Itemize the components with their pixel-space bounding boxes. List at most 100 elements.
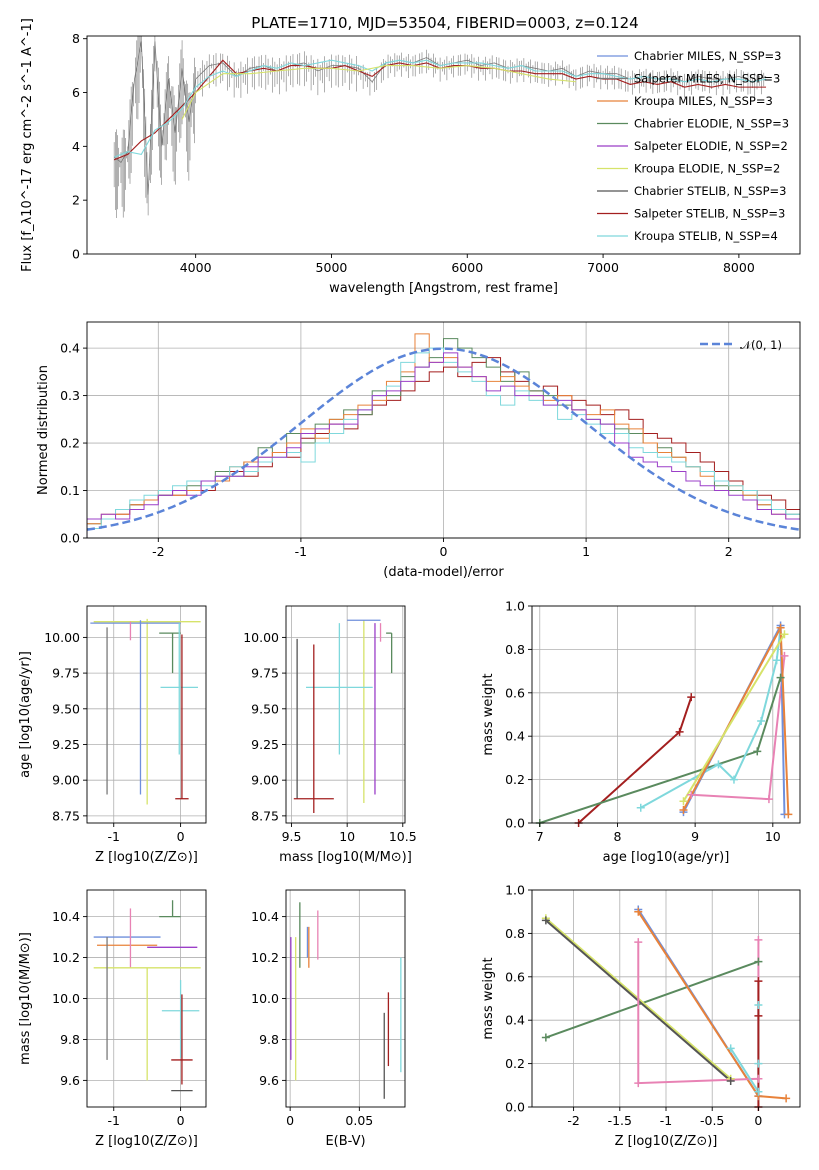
x-tick-label: 5000 xyxy=(316,260,348,275)
y-tick-label: 2 xyxy=(72,193,80,208)
x-tick-label: 10.5 xyxy=(389,829,417,844)
y-tick-label: 0.2 xyxy=(505,772,525,787)
y-tick-label: 10.00 xyxy=(44,630,80,645)
plus-marker xyxy=(753,747,762,756)
y-tick-label: 0.8 xyxy=(505,926,525,941)
y-tick-label: 0.3 xyxy=(60,388,80,403)
x-tick-label: -2 xyxy=(152,544,164,559)
panel-mass-vs-Z: -1 0 9.6 9.8 10.0 10.2 10.4 Z [log10(Z/Z⊙)] mass… xyxy=(18,889,207,1149)
plus-marker xyxy=(764,795,773,804)
y-axis-title: Flux [f_λ10^-17 erg cm^-2 s^-1 A^-1] xyxy=(20,18,35,272)
errorbar xyxy=(93,967,201,1081)
plus-marker xyxy=(780,630,789,639)
x-tick-label: 10 xyxy=(339,829,355,844)
y-tick-label: 4 xyxy=(72,139,80,154)
plot-area-residuals xyxy=(87,333,800,538)
legend-label: Kroupa STELIB, N_SSP=4 xyxy=(634,229,778,243)
x-tick-label: 0 xyxy=(177,1113,185,1128)
x-tick-label: 6000 xyxy=(451,260,483,275)
x-tick-label: 8000 xyxy=(723,260,755,275)
legend-label: Salpeter ELODIE, N_SSP=2 xyxy=(634,139,788,153)
plus-marker xyxy=(754,1087,763,1096)
axes-frame xyxy=(531,605,801,824)
y-tick-label: 0.6 xyxy=(505,685,525,700)
axes-frame xyxy=(285,605,406,824)
x-axis-title: E(B-V) xyxy=(325,1134,365,1149)
plus-marker xyxy=(757,717,766,726)
plot-area-spectrum xyxy=(113,36,767,219)
mass-weight-line xyxy=(637,939,760,1085)
legend-label: Chabrier ELODIE, N_SSP=3 xyxy=(634,117,789,131)
x-tick-label: 0 xyxy=(440,544,448,559)
errorbar xyxy=(386,632,393,674)
plot-area-mass-vs-Z xyxy=(93,900,201,1092)
panel-massweight-vs-age: 7 8 9 10 0.0 0.2 0.4 0.6 0.8 1.0 age [log10(age/yr… xyxy=(481,599,801,865)
y-tick-label: 9.6 xyxy=(259,1073,279,1088)
x-tick-label: 8 xyxy=(613,829,621,844)
axes-frame xyxy=(86,605,207,824)
y-tick-label: 10.4 xyxy=(251,909,279,924)
errorbar xyxy=(93,618,201,805)
legend: Chabrier MILES, N_SSP=3 Salpeter MILES, N… xyxy=(597,49,789,243)
legend-label: Salpeter MILES, N_SSP=3 xyxy=(634,72,780,86)
errorbar xyxy=(306,623,373,755)
y-tick-label: 9.75 xyxy=(251,666,279,681)
x-axis-title: (data-model)/error xyxy=(383,565,504,580)
plus-marker xyxy=(754,1074,763,1083)
errorbar xyxy=(160,623,198,755)
plus-marker xyxy=(784,810,793,819)
y-tick-label: 10.2 xyxy=(251,950,279,965)
errorbar xyxy=(175,634,189,800)
plus-marker xyxy=(776,673,785,682)
panel-age-vs-Z: -1 0 8.75 9.00 9.25 9.50 9.75 10.00 Z [log10(Z/Z… xyxy=(18,605,207,865)
plus-marker xyxy=(754,977,763,986)
plus-marker xyxy=(679,805,688,814)
legend-label: Kroupa MILES, N_SSP=3 xyxy=(634,94,773,108)
x-axis-title: mass [log10(M/M⊙)] xyxy=(279,850,412,865)
errorbar xyxy=(293,644,334,814)
x-tick-label: 1 xyxy=(582,544,590,559)
y-tick-label: 6 xyxy=(72,85,80,100)
x-tick-label: 0 xyxy=(177,829,185,844)
y-tick-label: 9.25 xyxy=(52,737,80,752)
y-tick-label: 1.0 xyxy=(505,883,525,898)
y-tick-label: 10.0 xyxy=(52,991,80,1006)
y-tick-label: 0.0 xyxy=(60,531,80,546)
plus-marker xyxy=(754,1001,763,1010)
y-tick-label: 0 xyxy=(72,247,80,262)
plus-marker xyxy=(726,1044,735,1053)
plus-marker xyxy=(776,623,785,632)
panel-residuals: -2 -1 0 1 2 0.0 0.1 0.2 0.3 0.4 (data-model)/error… xyxy=(36,321,801,580)
x-tick-label: 7 xyxy=(536,829,544,844)
plus-marker xyxy=(772,656,781,665)
mass-weight-line xyxy=(682,625,786,815)
y-tick-label: 0.0 xyxy=(505,816,525,831)
y-tick-label: 9.50 xyxy=(52,701,80,716)
x-tick-label: -1 xyxy=(108,829,120,844)
plot-area-massweight-vs-age xyxy=(539,623,790,823)
x-axis-title: Z [log10(Z/Z⊙)] xyxy=(95,1134,198,1149)
x-tick-label: -1.5 xyxy=(608,1113,632,1128)
y-tick-label: 8.75 xyxy=(251,808,279,823)
plus-marker xyxy=(634,1079,643,1088)
panel-massweight-vs-Z: -2 -1.5 -1 -0.5 0 0.0 0.2 0.4 0.6 0.8 1.0 Z [log10(… xyxy=(481,883,801,1149)
x-tick-label: 7000 xyxy=(587,260,619,275)
y-tick-label: 0.4 xyxy=(505,729,525,744)
x-tick-label: -2 xyxy=(567,1113,579,1128)
errorbar xyxy=(171,994,193,1085)
plus-marker xyxy=(634,907,643,916)
plus-marker xyxy=(687,790,696,799)
plot-area-age-vs-Z xyxy=(90,618,201,805)
x-tick-label: 2 xyxy=(725,544,733,559)
y-tick-label: 8 xyxy=(72,31,80,46)
x-tick-label: 9.5 xyxy=(282,829,302,844)
plus-marker xyxy=(541,1033,550,1042)
y-axis-title: mass weight xyxy=(481,957,496,1039)
plus-marker xyxy=(754,1059,763,1068)
legend-label: 𝒩(0, 1) xyxy=(740,338,782,352)
errorbar xyxy=(159,900,181,918)
plot-area-age-vs-mass xyxy=(293,619,393,814)
x-axis-title: wavelength [Angstrom, rest frame] xyxy=(329,281,558,296)
plus-marker xyxy=(754,1011,763,1020)
